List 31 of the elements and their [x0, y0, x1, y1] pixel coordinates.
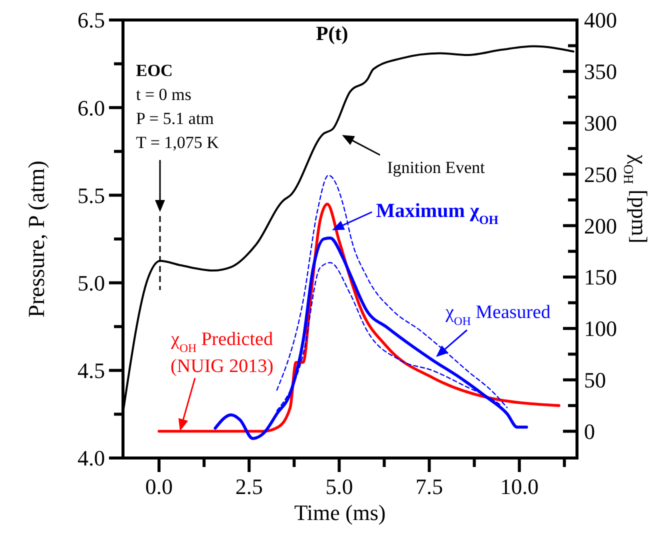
y2-tick-label: 250 — [584, 162, 617, 187]
y2-tick-label: 350 — [584, 59, 617, 84]
y-tick-label: 6.0 — [78, 95, 105, 120]
x-tick-label: 5.0 — [325, 474, 353, 499]
y-tick-label: 5.5 — [78, 182, 105, 208]
annotation: P = 5.1 atm — [136, 109, 214, 128]
y2-tick-label: 400 — [584, 8, 617, 33]
annotation: T = 1,075 K — [136, 133, 220, 152]
x-tick-label: 2.5 — [235, 474, 263, 499]
series-label: χ$_{OH}$ Measured — [444, 302, 552, 328]
x-tick-label: 0.0 — [145, 474, 173, 499]
x-axis-title: Time (ms) — [294, 500, 386, 525]
y2-tick-label: 300 — [584, 110, 617, 136]
y2-tick-label: 150 — [584, 264, 617, 290]
y-tick-label: 5.0 — [78, 270, 105, 296]
y-axis-title: Pressure, P (atm) — [24, 160, 49, 318]
x-tick-label: 7.5 — [416, 474, 444, 499]
y-tick-label: 4.0 — [78, 446, 105, 471]
y2-tick-label: 0 — [584, 418, 595, 444]
x-tick-label: 10.0 — [500, 474, 539, 499]
y2-tick-label: 100 — [584, 316, 617, 342]
y-tick-label: 4.5 — [78, 358, 105, 384]
series-label: χ$_{OH}$ Predicted (NUIG 2013) — [170, 329, 274, 377]
y2-tick-label: 50 — [584, 368, 606, 393]
annotation: t = 0 ms — [136, 85, 192, 104]
annotation: Ignition Event — [387, 158, 486, 177]
y-tick-label: 6.5 — [78, 8, 105, 33]
annotation: EOC — [136, 61, 173, 80]
y2-tick-label: 200 — [584, 213, 617, 238]
series-label: P(t) — [316, 23, 348, 45]
annotation: Maximum χ$_{OH}$ — [376, 200, 499, 227]
